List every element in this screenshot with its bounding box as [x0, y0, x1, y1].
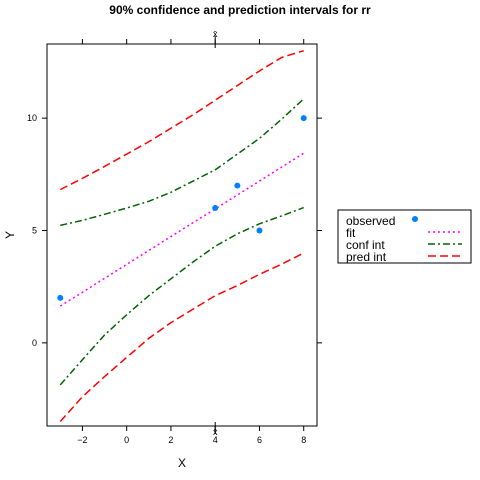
- x-tick-label: 0: [124, 435, 129, 445]
- x-tick-label: −2: [77, 435, 87, 445]
- chart-title: 90% confidence and prediction intervals …: [109, 3, 371, 17]
- xbar-label-top: x̄: [213, 29, 218, 39]
- fit-line: [59, 152, 305, 307]
- conf-int-lower-line: [59, 206, 304, 386]
- x-axis: −2 0 2 4 6 8 x̄ x̄: [77, 29, 306, 445]
- observed-point: [234, 182, 241, 189]
- y-axis: 0 5 10: [27, 113, 322, 348]
- pred-int-lower-line: [59, 252, 305, 423]
- series-layer: [59, 50, 305, 423]
- y-tick-label: 10: [27, 113, 37, 123]
- x-tick-label: 4: [213, 435, 218, 445]
- x-tick-label: 2: [168, 435, 173, 445]
- observed-point: [212, 205, 219, 212]
- legend-label-pred-int: pred int: [346, 250, 387, 264]
- legend-label-conf-int: conf int: [346, 238, 385, 252]
- xbar-label-bottom: x̄: [213, 427, 218, 437]
- observed-point: [256, 227, 263, 234]
- observed-point: [57, 294, 64, 301]
- legend-label-fit: fit: [346, 226, 356, 240]
- legend-marker-observed: [412, 216, 418, 222]
- pred-int-upper-line: [59, 50, 304, 191]
- x-tick-label: 6: [257, 435, 262, 445]
- conf-int-upper-line: [60, 98, 305, 227]
- observed-point: [300, 115, 307, 122]
- y-axis-label: Y: [3, 231, 17, 239]
- y-tick-label: 5: [32, 226, 37, 236]
- observed-points: [57, 115, 307, 301]
- plot-frame: [46, 43, 318, 427]
- legend-label-observed: observed: [346, 214, 395, 228]
- y-tick-label: 0: [32, 338, 37, 348]
- x-tick-label: 8: [301, 435, 306, 445]
- legend-box: [337, 209, 472, 264]
- x-axis-label: X: [178, 456, 186, 470]
